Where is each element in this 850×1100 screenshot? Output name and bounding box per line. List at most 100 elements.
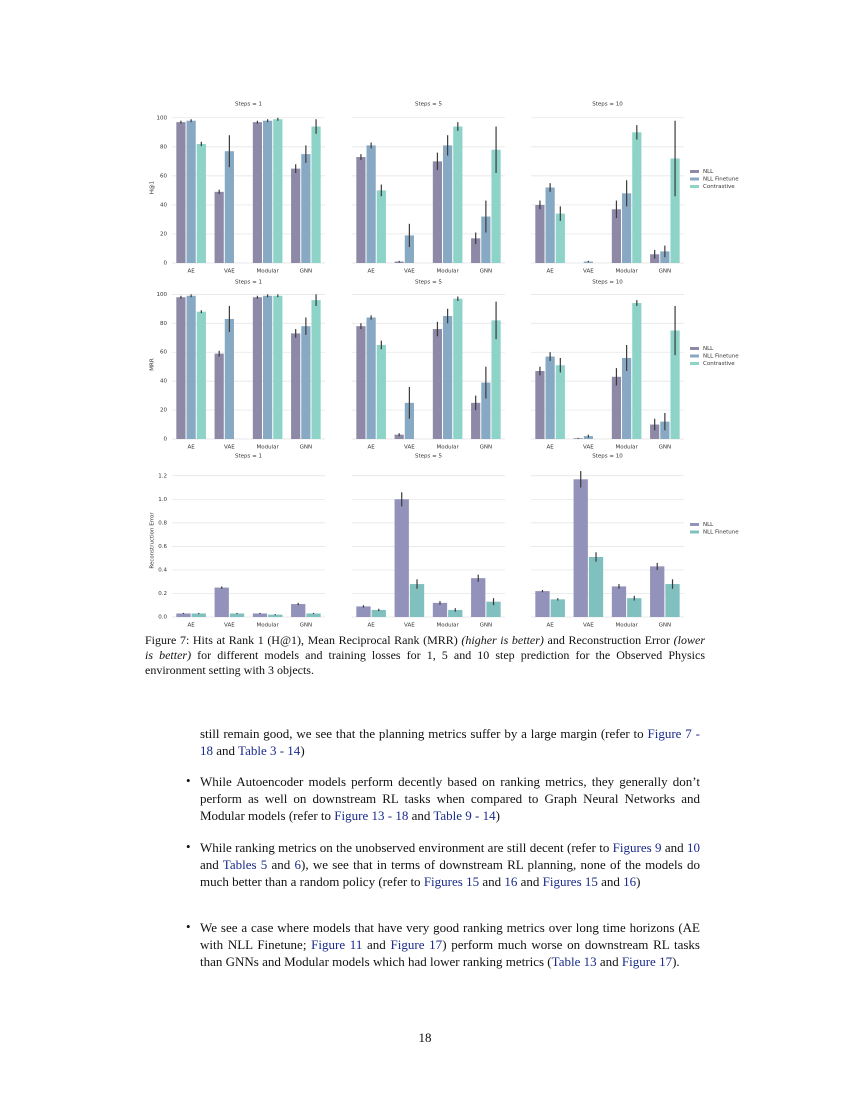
link[interactable]: Figure 11 [311, 937, 363, 952]
link[interactable]: Tables 5 [222, 857, 268, 872]
link[interactable]: Figure 13 - 18 [334, 808, 409, 823]
bar [366, 317, 376, 439]
x-tick-label: Modular [437, 445, 460, 451]
x-tick-label: AE [188, 623, 196, 629]
bar [535, 591, 550, 617]
chart-title: Steps = 5 [415, 102, 442, 108]
bar [252, 613, 268, 617]
bar [486, 601, 501, 617]
bar [252, 297, 263, 439]
text-run: and [597, 874, 624, 889]
y-axis-label: Reconstruction Error [150, 512, 156, 569]
bar [611, 376, 622, 439]
link[interactable]: 16 [623, 874, 637, 889]
x-tick-label: Modular [616, 269, 639, 275]
bar [291, 168, 301, 263]
chart-title: Steps = 10 [592, 102, 623, 108]
bar [471, 238, 481, 263]
text-run: Figure 7: Hits at Rank 1 (H@1), Mean Rec… [145, 633, 462, 647]
bar [611, 586, 627, 617]
bar [432, 329, 443, 439]
y-tick-label: 20 [160, 408, 167, 414]
text-run: and [661, 840, 687, 855]
bullet: • [186, 773, 191, 788]
legend-swatch [690, 523, 699, 526]
bar [394, 434, 404, 439]
bar [273, 295, 283, 439]
x-tick-label: VAE [583, 269, 594, 275]
chart-title: Steps = 5 [415, 280, 442, 286]
link[interactable]: Table 13 [551, 954, 597, 969]
link[interactable]: Figure 17 [621, 954, 673, 969]
chart-title: Steps = 1 [235, 454, 262, 460]
chart-title: Steps = 1 [235, 102, 262, 108]
bar [632, 132, 642, 263]
y-tick-label: 1.2 [158, 473, 167, 479]
text-run: ), we see that in terms of downstream RL… [200, 857, 700, 889]
legend-swatch [690, 530, 699, 534]
bar [214, 353, 224, 439]
text-run: and [213, 743, 239, 758]
bar [311, 126, 321, 264]
chart-title: Steps = 1 [235, 280, 262, 286]
text-run: still remain good, we see that the plann… [200, 726, 648, 741]
bar [306, 613, 321, 617]
bullet: • [186, 919, 191, 934]
bar [670, 330, 680, 439]
page-number: 18 [418, 1030, 432, 1045]
bar [376, 190, 386, 263]
y-tick-label: 80 [160, 144, 167, 150]
bar [291, 604, 306, 617]
chart-title: Steps = 10 [592, 454, 623, 460]
text-run: (lower is better) [145, 633, 705, 662]
link[interactable]: Table 3 - 14 [238, 743, 301, 758]
link[interactable]: Table 9 - 14 [433, 808, 496, 823]
x-tick-label: AE [368, 269, 376, 275]
link[interactable]: Figures 15 [423, 874, 480, 889]
legend-label: Contrastive [703, 184, 735, 190]
legend-swatch [690, 354, 699, 358]
x-tick-label: GNN [300, 269, 313, 275]
bar [176, 122, 186, 264]
bar [491, 320, 501, 439]
link[interactable]: Figure 17 [390, 937, 443, 952]
x-tick-label: GNN [659, 269, 672, 275]
legend-label: NLL [703, 346, 714, 352]
bar [535, 371, 545, 439]
bar [196, 311, 206, 439]
link[interactable]: 6 [294, 857, 302, 872]
x-tick-label: Modular [257, 623, 280, 629]
text-run: ) [300, 743, 305, 758]
bar [545, 187, 555, 263]
text-run: and [200, 857, 223, 872]
text-run: ) [495, 808, 500, 823]
paragraph: still remain good, we see that the plann… [200, 725, 700, 759]
bar [273, 119, 283, 263]
link[interactable]: 16 [504, 874, 518, 889]
text-run: for different models and training losses… [145, 648, 705, 677]
bar [186, 295, 196, 439]
link[interactable]: Figures 9 [612, 840, 662, 855]
bullet-item: We see a case where models that have ver… [200, 919, 700, 970]
bar [252, 122, 263, 264]
bar [670, 158, 680, 263]
bar [665, 584, 680, 617]
bar [448, 609, 463, 617]
chart-title: Steps = 5 [415, 454, 442, 460]
bar [481, 382, 491, 439]
bar [443, 316, 453, 439]
link[interactable]: Figure 7 - 18 [200, 726, 700, 758]
legend-label: NLL Finetune [703, 177, 739, 183]
legend-label: NLL [703, 169, 714, 175]
y-tick-label: 40 [160, 202, 167, 208]
text-run: We see a case where models that have ver… [200, 920, 700, 952]
x-tick-label: VAE [404, 445, 415, 451]
bar [176, 613, 191, 617]
link[interactable]: 10 [687, 840, 700, 855]
y-tick-label: 60 [160, 173, 167, 179]
bar [471, 402, 481, 439]
x-tick-label: VAE [583, 623, 594, 629]
link[interactable]: Figures 15 [542, 874, 598, 889]
y-tick-label: 1.0 [158, 497, 167, 503]
